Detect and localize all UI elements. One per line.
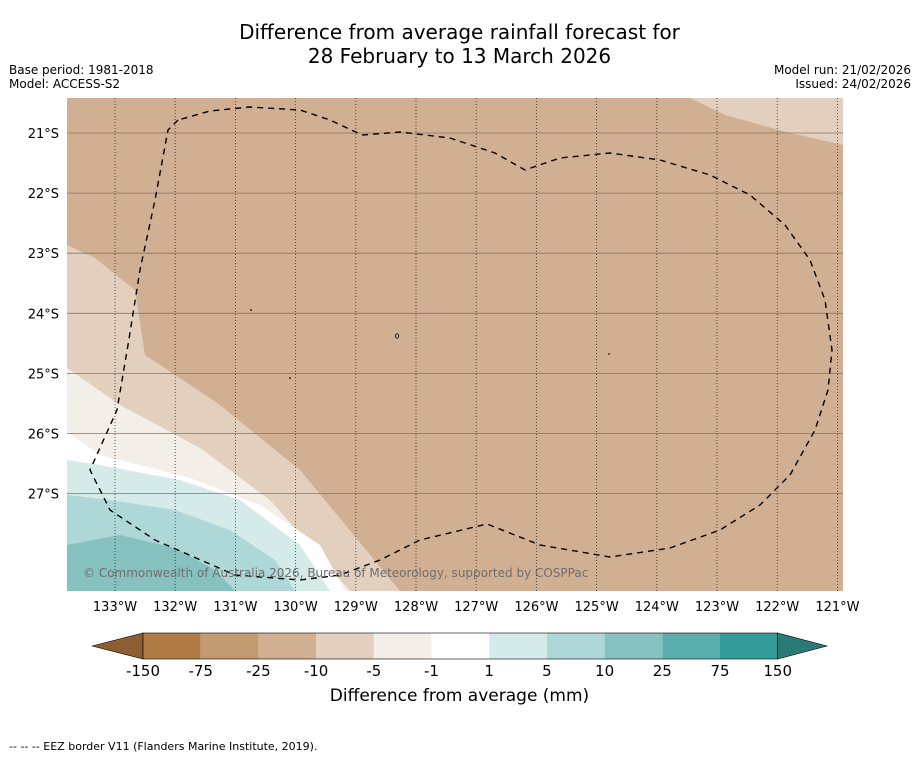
colorbar-segment: [316, 633, 374, 659]
longitude-label: 129°W: [334, 600, 378, 615]
title-line-2: 28 February to 13 March 2026: [307, 44, 612, 68]
longitude-label: 127°W: [454, 600, 498, 615]
gridlines: [67, 98, 843, 591]
island-marker: [394, 333, 399, 339]
colorbar-segment: [143, 633, 201, 659]
longitude-labels: 133°W 132°W 131°W 130°W 129°W 128°W 127°W 126°W…: [93, 600, 860, 615]
colorbar-tick-label: -150: [126, 662, 160, 680]
colorbar-segment: [200, 633, 259, 659]
longitude-label: 125°W: [575, 600, 619, 615]
colorbar-labels: -150 -75 -25 -10 -5 -1 1 5 10 25 75 150: [126, 662, 792, 680]
colorbar-segment: [373, 633, 432, 659]
colorbar-tick-label: -1: [424, 662, 439, 680]
longitude-label: 131°W: [213, 600, 257, 615]
latitude-label: 23°S: [28, 247, 59, 262]
colorbar-tick-label: -10: [304, 662, 329, 680]
meta-left: Base period: 1981-2018 Model: ACCESS-S2: [9, 63, 154, 91]
colorbar-tick-label: 75: [710, 662, 729, 680]
colorbar-tick-label: 10: [595, 662, 614, 680]
latitude-label: 25°S: [28, 367, 59, 382]
longitude-label: 130°W: [274, 600, 318, 615]
meta-right: Model run: 21/02/2026 Issued: 24/02/2026: [774, 63, 911, 91]
eez-border: [89, 106, 833, 581]
map-panel: © Commonwealth of Australia 2026, Bureau…: [67, 98, 843, 591]
longitude-label: 122°W: [755, 600, 799, 615]
colorbar-outline: [142, 632, 779, 660]
longitude-label: 128°W: [394, 600, 438, 615]
colorbar-title: Difference from average (mm): [329, 686, 590, 706]
colorbar-extend-high: [777, 632, 829, 660]
colorbar-tick-label: 1: [484, 662, 494, 680]
colorbar-tick-label: -5: [366, 662, 381, 680]
islands: [250, 309, 610, 379]
latitude-label: 27°S: [28, 488, 59, 503]
latitude-label: 24°S: [28, 307, 59, 322]
model-name: Model: ACCESS-S2: [9, 77, 121, 91]
colorbar-tick-label: -75: [188, 662, 213, 680]
map-title: Difference from average rainfall forecas…: [0, 20, 919, 68]
island-marker: [250, 309, 252, 311]
colorbar-extend-low: [91, 632, 144, 660]
longitude-label: 126°W: [514, 600, 558, 615]
latitude-label: 21°S: [28, 127, 59, 142]
wet-strong-region: [67, 535, 235, 591]
colorbar-segment: [431, 633, 490, 659]
colorbar-segment: [546, 633, 605, 659]
longitude-label: 124°W: [635, 600, 679, 615]
island-marker: [289, 377, 291, 379]
colorbar-segment: [258, 633, 317, 659]
colorbar-tick-label: -25: [246, 662, 271, 680]
longitude-label: 123°W: [695, 600, 739, 615]
copyright-text: © Commonwealth of Australia 2026, Bureau…: [83, 566, 588, 580]
colorbar-segment: [720, 633, 778, 659]
latitude-label: 22°S: [28, 187, 59, 202]
colorbar-segment: [662, 633, 720, 659]
colorbar-tick-label: 25: [653, 662, 672, 680]
title-line-1: Difference from average rainfall forecas…: [239, 20, 680, 44]
colorbar-segment: [489, 633, 547, 659]
longitude-label: 132°W: [153, 600, 197, 615]
model-run: Model run: 21/02/2026: [773, 63, 911, 77]
longitude-label: 121°W: [815, 600, 859, 615]
colorbar: [91, 632, 829, 660]
issued-date: Issued: 24/02/2026: [795, 77, 911, 91]
eez-footnote: -- -- -- EEZ border V11 (Flanders Marine…: [9, 740, 318, 753]
base-period: Base period: 1981-2018: [9, 63, 154, 77]
colorbar-tick-label: 5: [542, 662, 552, 680]
latitude-label: 26°S: [28, 428, 59, 443]
longitude-label: 133°W: [93, 600, 137, 615]
colorbar-tick-label: 150: [763, 662, 792, 680]
latitude-labels: 21°S 22°S 23°S 24°S 25°S 26°S 27°S: [28, 127, 59, 503]
colorbar-segment: [604, 633, 663, 659]
